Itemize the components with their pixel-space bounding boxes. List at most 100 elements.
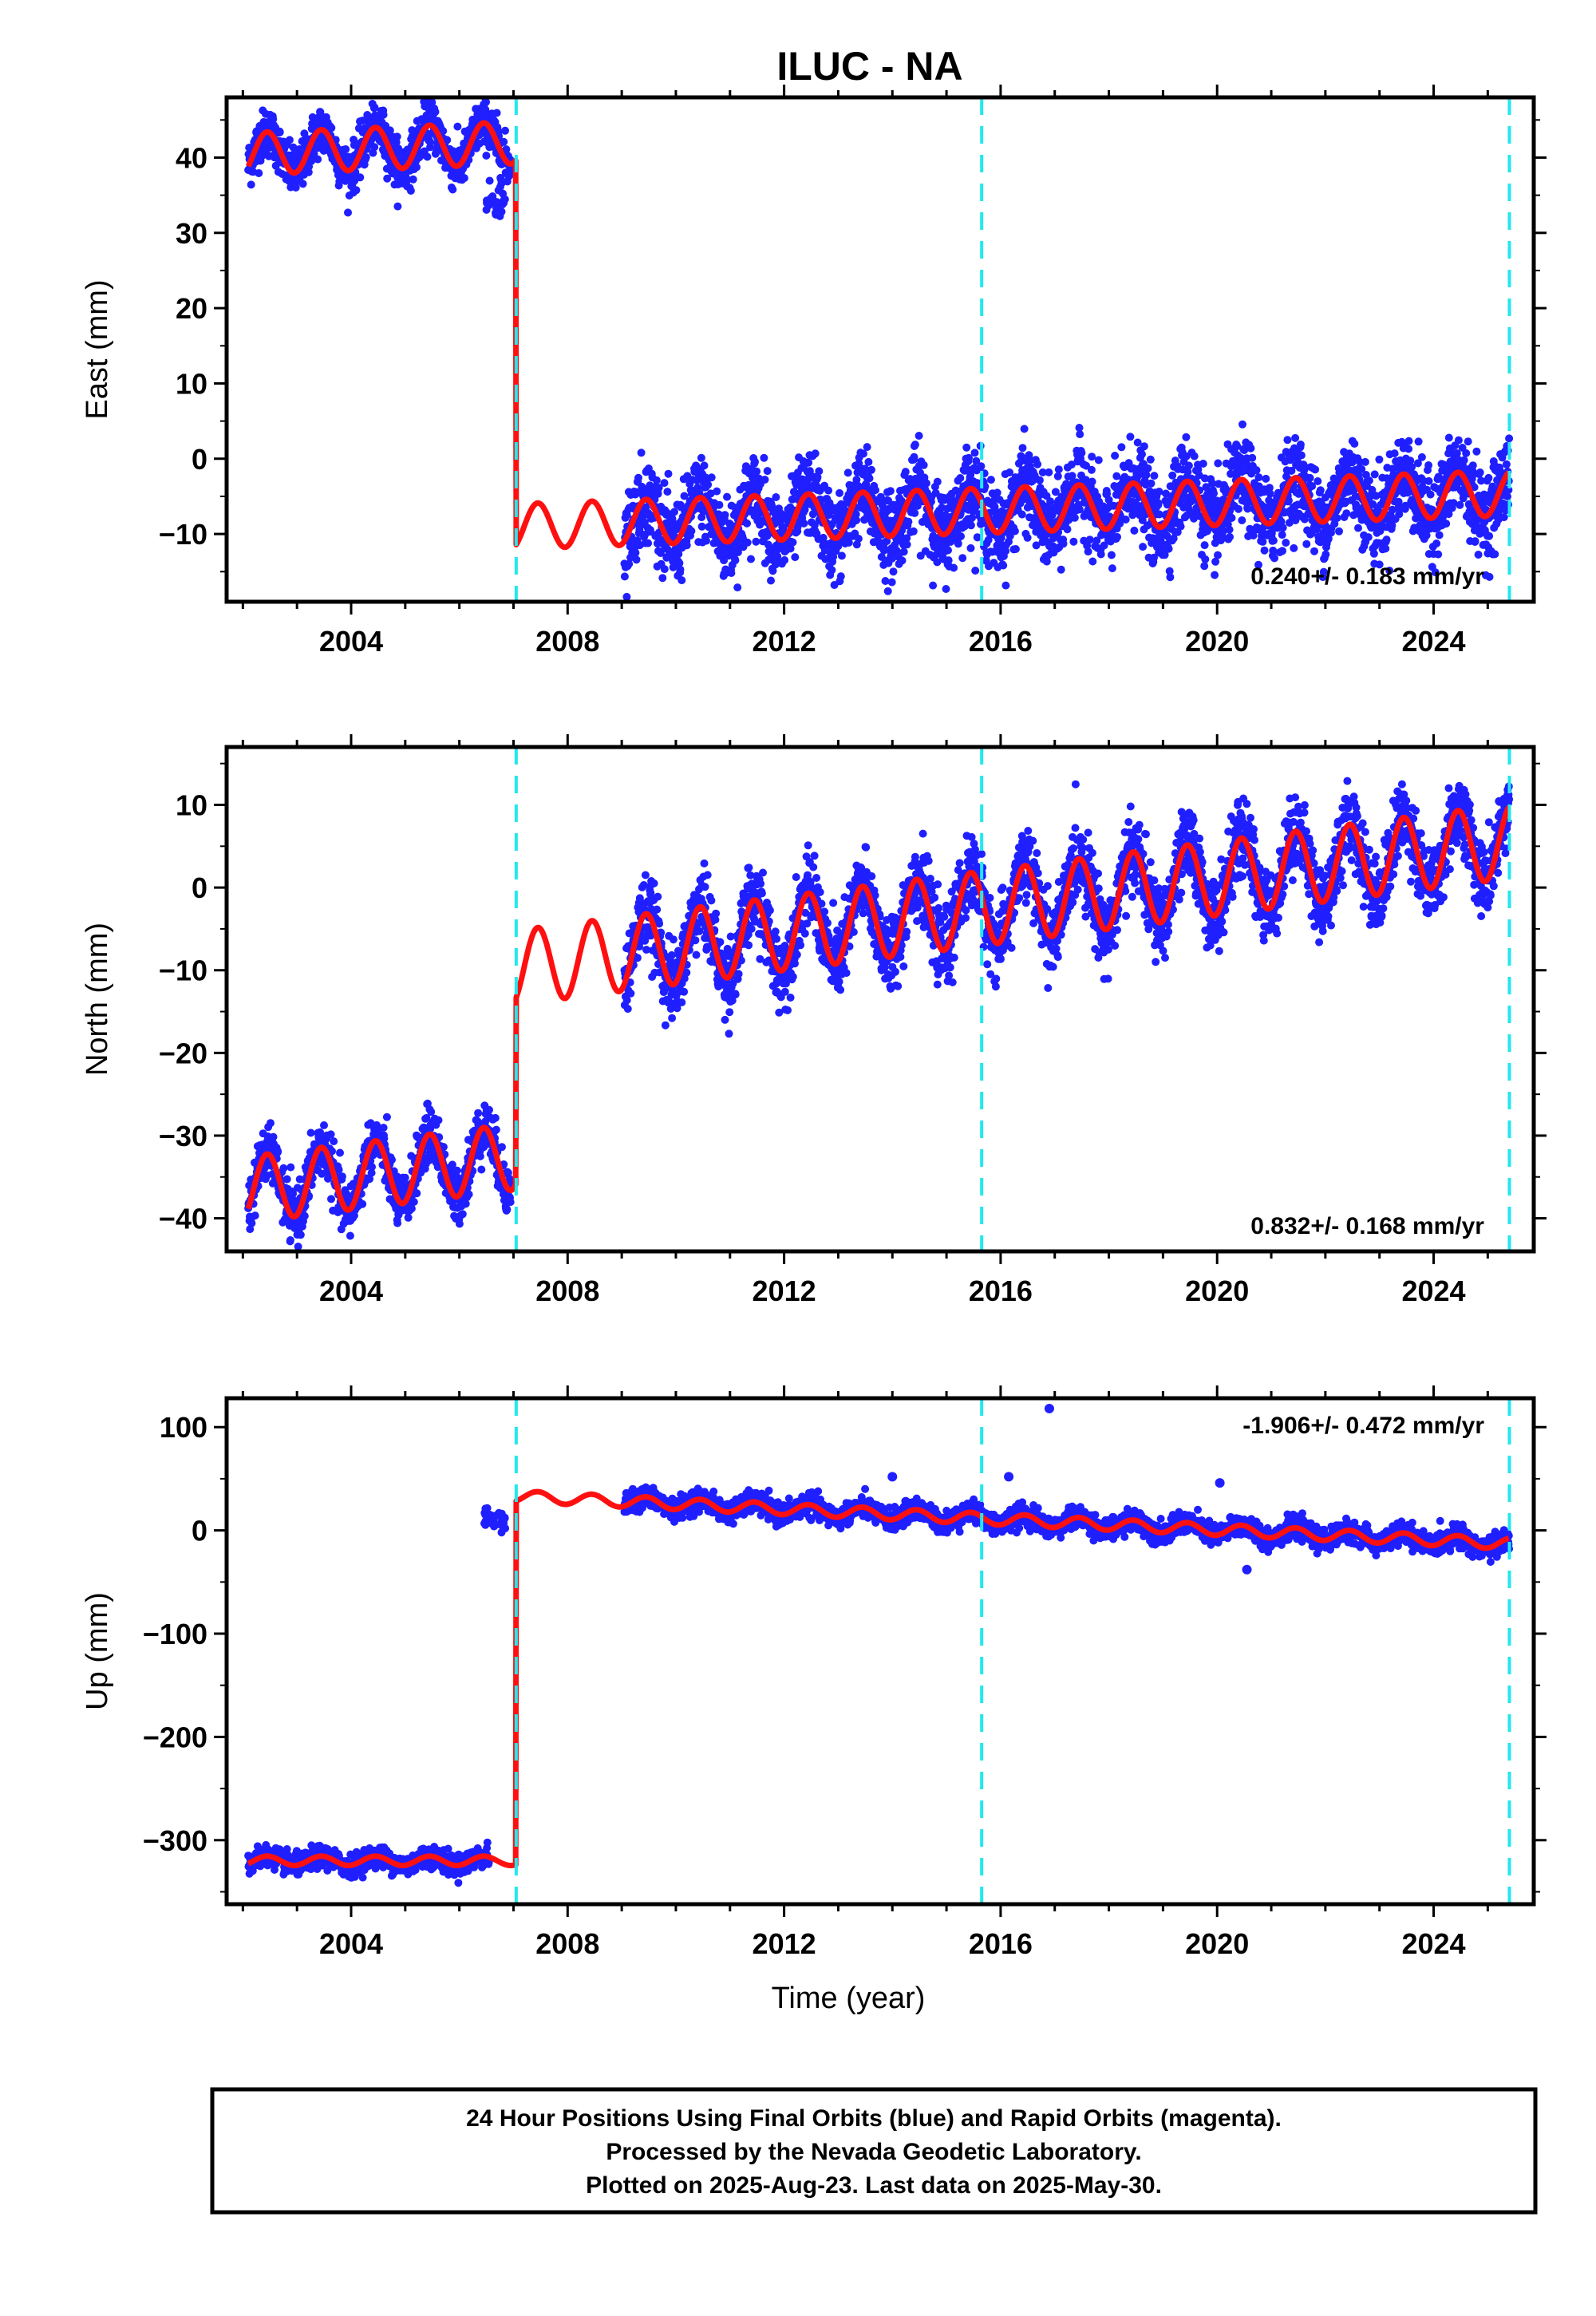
data-point xyxy=(763,467,772,476)
data-point xyxy=(427,1108,436,1117)
data-point xyxy=(852,476,861,484)
y-tick-label: −10 xyxy=(159,518,207,551)
data-point xyxy=(1226,532,1234,541)
data-point xyxy=(670,508,678,516)
data-point xyxy=(274,1147,282,1156)
data-point xyxy=(721,511,729,520)
data-point xyxy=(358,117,367,125)
data-point xyxy=(654,484,663,492)
data-point xyxy=(1474,551,1483,559)
data-point xyxy=(255,169,263,177)
data-point xyxy=(286,1163,295,1172)
data-point xyxy=(1435,531,1444,539)
data-point xyxy=(460,174,468,183)
data-point xyxy=(1088,557,1097,566)
data-point xyxy=(1283,436,1292,445)
data-point xyxy=(786,544,795,553)
data-point xyxy=(697,453,705,462)
data-point xyxy=(993,488,1001,497)
data-point xyxy=(393,132,401,141)
data-point xyxy=(1468,461,1477,470)
data-point xyxy=(763,532,772,540)
data-point xyxy=(1038,468,1047,476)
data-point xyxy=(828,566,836,575)
data-point xyxy=(886,487,895,496)
data-point xyxy=(658,574,667,583)
data-point xyxy=(1485,532,1494,540)
data-point xyxy=(911,441,919,449)
data-point xyxy=(904,517,913,526)
data-point xyxy=(477,1165,486,1174)
data-point xyxy=(1214,459,1223,468)
data-point xyxy=(342,145,350,153)
data-point xyxy=(1238,516,1246,524)
rate-label: 0.240+/- 0.183 mm/yr xyxy=(1250,563,1484,590)
data-point xyxy=(1291,433,1300,442)
data-point xyxy=(1150,472,1159,480)
data-point xyxy=(1184,461,1193,470)
data-point xyxy=(1088,453,1096,461)
x-tick-label: 2012 xyxy=(753,625,816,658)
data-point xyxy=(1365,476,1373,485)
data-point xyxy=(887,578,896,587)
data-point xyxy=(743,538,752,547)
data-point xyxy=(285,136,294,144)
data-point xyxy=(338,1172,346,1181)
data-point xyxy=(1426,490,1435,499)
data-point xyxy=(1150,553,1158,562)
data-point xyxy=(746,505,755,514)
data-point xyxy=(1432,539,1441,547)
data-point xyxy=(687,527,696,536)
data-point xyxy=(881,577,890,585)
data-point xyxy=(1235,504,1242,513)
data-point xyxy=(793,523,802,532)
data-point xyxy=(1270,554,1278,563)
data-point xyxy=(1404,445,1413,453)
data-point xyxy=(1321,550,1330,559)
data-point xyxy=(880,544,888,553)
data-point xyxy=(800,519,808,528)
data-point xyxy=(1144,464,1152,472)
data-point xyxy=(965,453,973,462)
data-point xyxy=(501,126,509,135)
data-point xyxy=(1200,541,1209,550)
data-point xyxy=(883,537,891,546)
data-point xyxy=(974,533,982,542)
data-point xyxy=(811,449,820,458)
data-point xyxy=(474,1109,483,1117)
data-point xyxy=(1456,500,1464,509)
data-points xyxy=(244,777,1514,1251)
data-point xyxy=(1176,522,1185,531)
data-point xyxy=(1370,470,1379,479)
data-point xyxy=(439,127,448,136)
data-point xyxy=(485,176,494,185)
data-point xyxy=(859,449,867,458)
data-point xyxy=(970,449,979,457)
data-point xyxy=(1001,581,1010,590)
data-point xyxy=(966,470,975,479)
data-point xyxy=(1156,536,1165,545)
data-point xyxy=(863,443,871,452)
data-point xyxy=(267,1119,275,1128)
data-point xyxy=(1464,437,1472,446)
data-point xyxy=(327,124,336,132)
data-point xyxy=(910,453,918,461)
data-point xyxy=(251,1211,259,1220)
data-point xyxy=(1364,533,1373,542)
data-point xyxy=(1375,455,1384,464)
y-tick-label: 10 xyxy=(176,367,207,400)
data-point xyxy=(1434,550,1443,559)
data-point xyxy=(1269,536,1278,545)
data-point xyxy=(1262,474,1270,483)
data-point xyxy=(1017,510,1026,519)
data-point xyxy=(320,1121,328,1129)
data-point xyxy=(1254,473,1263,482)
data-point xyxy=(852,516,861,524)
data-point xyxy=(773,552,782,561)
data-point xyxy=(443,136,452,144)
data-point xyxy=(356,173,365,182)
data-point xyxy=(767,576,775,585)
data-point xyxy=(458,1210,467,1219)
data-point xyxy=(954,539,962,548)
data-point xyxy=(1046,497,1055,506)
